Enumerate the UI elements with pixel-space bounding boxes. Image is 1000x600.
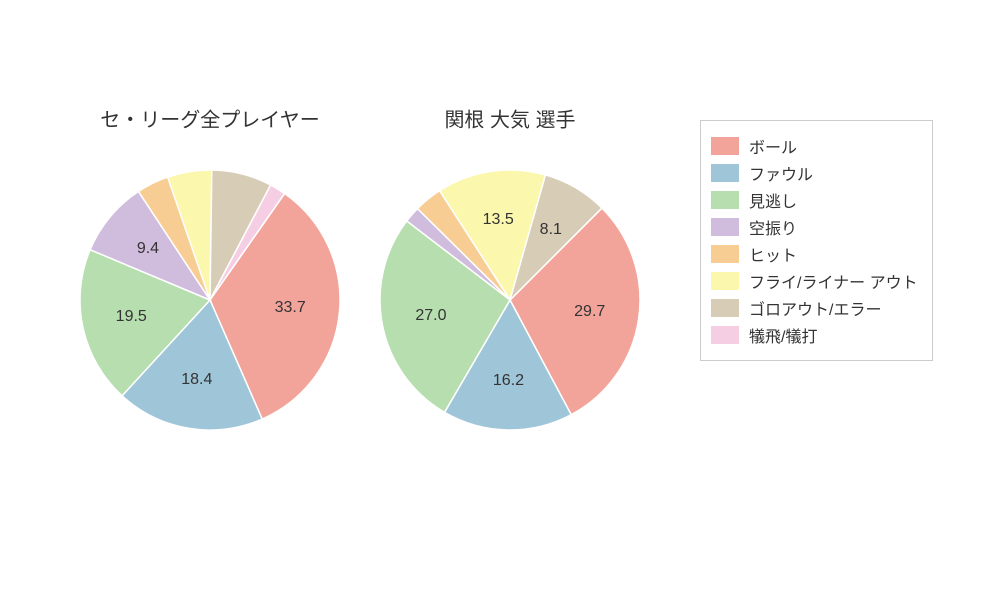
legend-swatch-ball xyxy=(711,137,739,155)
legend-label-fly_out: フライ/ライナー アウト xyxy=(749,269,918,293)
legend-item-ball: ボール xyxy=(711,134,918,158)
legend-item-ground_out: ゴロアウト/エラー xyxy=(711,296,918,320)
legend-swatch-ground_out xyxy=(711,299,739,317)
legend-swatch-sac xyxy=(711,326,739,344)
legend-item-foul: ファウル xyxy=(711,161,918,185)
legend-swatch-fly_out xyxy=(711,272,739,290)
legend-item-fly_out: フライ/ライナー アウト xyxy=(711,269,918,293)
legend-swatch-swing_miss xyxy=(711,218,739,236)
legend-item-swing_miss: 空振り xyxy=(711,215,918,239)
legend-item-looking: 見逃し xyxy=(711,188,918,212)
legend-label-sac: 犠飛/犠打 xyxy=(749,323,817,347)
legend-swatch-looking xyxy=(711,191,739,209)
legend-label-foul: ファウル xyxy=(749,161,813,185)
legend-swatch-hit xyxy=(711,245,739,263)
legend-label-hit: ヒット xyxy=(749,242,797,266)
legend-label-looking: 見逃し xyxy=(749,188,797,212)
legend-item-sac: 犠飛/犠打 xyxy=(711,323,918,347)
legend-swatch-foul xyxy=(711,164,739,182)
legend-label-ball: ボール xyxy=(749,134,797,158)
chart-stage: セ・リーグ全プレイヤー 関根 大気 選手 33.718.419.59.4 29.… xyxy=(0,0,1000,600)
legend-label-ground_out: ゴロアウト/エラー xyxy=(749,296,881,320)
legend: ボールファウル見逃し空振りヒットフライ/ライナー アウトゴロアウト/エラー犠飛/… xyxy=(700,120,933,361)
legend-item-hit: ヒット xyxy=(711,242,918,266)
legend-label-swing_miss: 空振り xyxy=(749,215,797,239)
